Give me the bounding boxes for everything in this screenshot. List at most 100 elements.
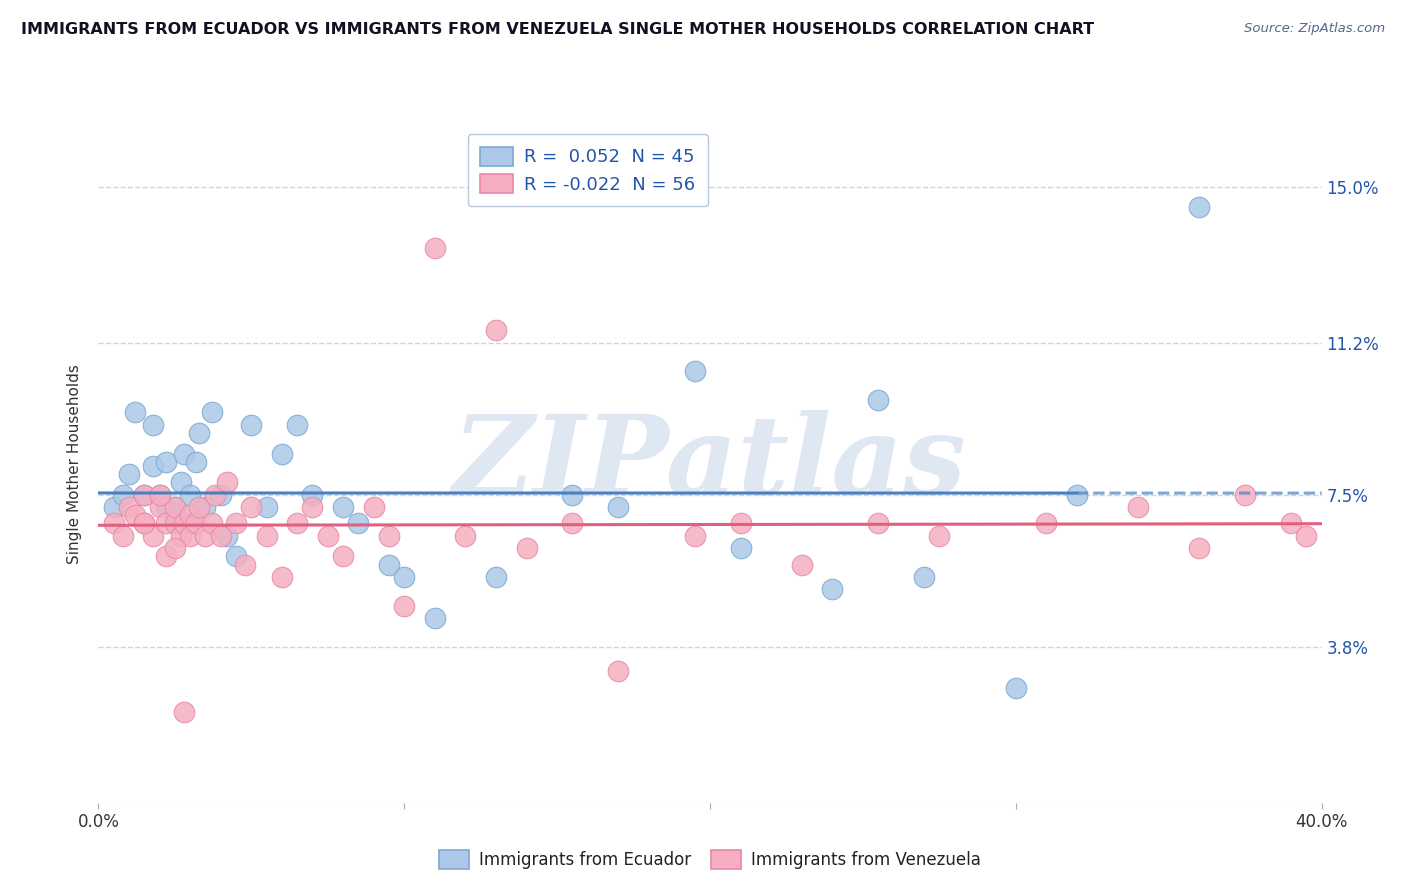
Point xyxy=(142,458,165,473)
Point xyxy=(270,570,292,584)
Point xyxy=(270,446,292,460)
Point xyxy=(363,500,385,514)
Point xyxy=(118,500,141,514)
Point xyxy=(1128,500,1150,514)
Point xyxy=(111,529,134,543)
Point xyxy=(149,488,172,502)
Point xyxy=(1035,516,1057,531)
Point xyxy=(163,541,186,555)
Point xyxy=(209,488,232,502)
Point xyxy=(170,475,193,490)
Point xyxy=(332,500,354,514)
Point xyxy=(332,549,354,564)
Point xyxy=(204,488,226,502)
Point xyxy=(485,570,508,584)
Point xyxy=(200,405,222,419)
Point xyxy=(454,529,477,543)
Point xyxy=(134,516,156,531)
Point xyxy=(170,529,193,543)
Point xyxy=(423,611,446,625)
Point xyxy=(607,665,630,679)
Point xyxy=(179,529,201,543)
Point xyxy=(124,405,146,419)
Point xyxy=(103,500,125,514)
Point xyxy=(821,582,844,596)
Point xyxy=(683,529,706,543)
Point xyxy=(301,500,323,514)
Point xyxy=(163,500,186,514)
Point xyxy=(215,475,238,490)
Point xyxy=(378,529,401,543)
Point xyxy=(186,516,208,531)
Point xyxy=(163,516,186,531)
Point xyxy=(316,529,339,543)
Point xyxy=(142,417,165,432)
Point xyxy=(200,516,222,531)
Point xyxy=(485,323,508,337)
Point xyxy=(134,516,156,531)
Point xyxy=(790,558,813,572)
Text: Source: ZipAtlas.com: Source: ZipAtlas.com xyxy=(1244,22,1385,36)
Point xyxy=(215,529,238,543)
Point xyxy=(607,500,630,514)
Point xyxy=(378,558,401,572)
Point xyxy=(256,529,278,543)
Point xyxy=(561,488,583,502)
Legend: Immigrants from Ecuador, Immigrants from Venezuela: Immigrants from Ecuador, Immigrants from… xyxy=(433,844,987,876)
Point xyxy=(240,417,263,432)
Point xyxy=(134,488,156,502)
Point xyxy=(170,516,193,531)
Point xyxy=(179,508,201,523)
Point xyxy=(392,570,416,584)
Point xyxy=(928,529,950,543)
Point xyxy=(516,541,538,555)
Point xyxy=(1188,541,1211,555)
Point xyxy=(155,549,177,564)
Point xyxy=(225,516,247,531)
Point xyxy=(301,488,323,502)
Point xyxy=(179,488,201,502)
Point xyxy=(149,488,172,502)
Point xyxy=(256,500,278,514)
Point xyxy=(423,241,446,255)
Point xyxy=(155,455,177,469)
Point xyxy=(1279,516,1302,531)
Point xyxy=(1004,681,1026,695)
Point xyxy=(240,500,263,514)
Point xyxy=(155,500,177,514)
Point xyxy=(188,500,211,514)
Point xyxy=(163,508,186,523)
Point xyxy=(868,393,890,408)
Point xyxy=(155,516,177,531)
Point xyxy=(173,446,195,460)
Point xyxy=(1234,488,1257,502)
Point xyxy=(392,599,416,613)
Y-axis label: Single Mother Households: Single Mother Households xyxy=(67,364,83,564)
Point xyxy=(149,500,172,514)
Point xyxy=(285,417,308,432)
Point xyxy=(163,500,186,514)
Point xyxy=(868,516,890,531)
Point xyxy=(111,488,134,502)
Point xyxy=(209,529,232,543)
Point xyxy=(134,488,156,502)
Point xyxy=(233,558,256,572)
Point xyxy=(103,516,125,531)
Point xyxy=(1295,529,1317,543)
Point xyxy=(285,516,308,531)
Point xyxy=(1066,488,1088,502)
Point xyxy=(561,516,583,531)
Point xyxy=(124,508,146,523)
Point xyxy=(194,500,217,514)
Point xyxy=(194,529,217,543)
Point xyxy=(186,455,208,469)
Text: ZIPatlas: ZIPatlas xyxy=(453,410,967,517)
Point xyxy=(188,425,211,440)
Point xyxy=(225,549,247,564)
Point xyxy=(173,516,195,531)
Point xyxy=(347,516,370,531)
Point xyxy=(730,541,752,555)
Point xyxy=(1188,200,1211,214)
Point xyxy=(683,364,706,378)
Point xyxy=(173,706,195,720)
